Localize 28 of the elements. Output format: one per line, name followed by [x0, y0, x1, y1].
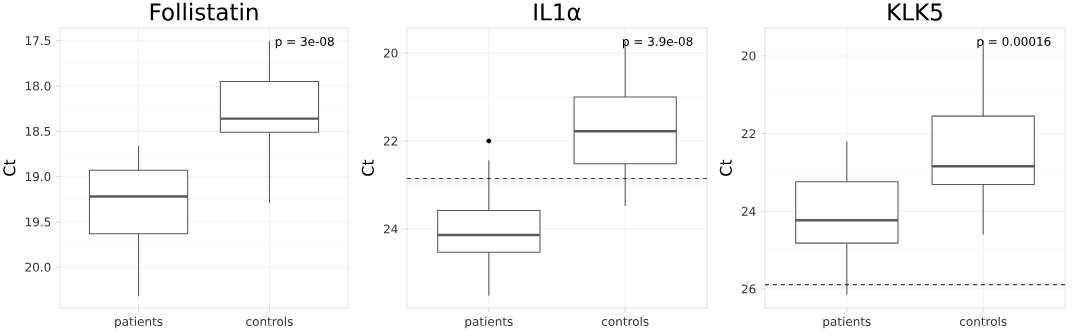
- x-tick-label: patients: [823, 316, 871, 329]
- y-tick-label: 22: [741, 129, 756, 139]
- y-tick-label: 24: [741, 206, 756, 216]
- y-tick-label: 24: [383, 224, 398, 234]
- annotation: p = 3.9e-08: [623, 36, 693, 49]
- y-tick-label: 22: [383, 136, 398, 146]
- y-axis-title: Ct: [719, 159, 732, 176]
- x-tick-label: patients: [465, 316, 513, 329]
- y-tick-label: 20.0: [25, 262, 51, 272]
- chart-title: Follistatin: [150, 2, 258, 21]
- y-tick-label: 18.5: [25, 126, 51, 136]
- y-tick-label: 18.0: [25, 81, 51, 91]
- x-tick-label: patients: [115, 316, 163, 329]
- x-tick-label: controls: [959, 316, 1007, 326]
- chart-title: KLK5: [888, 3, 942, 21]
- annotation: p = 0.00016: [977, 36, 1051, 49]
- y-tick-label: 20: [741, 51, 756, 61]
- annotation: p = 3e-08: [275, 36, 334, 49]
- y-tick-label: 19.0: [25, 172, 51, 182]
- y-axis-title: Ct: [3, 159, 16, 176]
- y-tick-label: 19.5: [25, 217, 51, 227]
- x-tick-label: controls: [601, 316, 649, 326]
- y-tick-label: 26: [741, 284, 756, 294]
- y-tick-label: 20: [383, 48, 398, 58]
- y-axis-title: Ct: [361, 159, 374, 176]
- chart-title: IL1α: [534, 3, 581, 21]
- y-tick-label: 17.5: [25, 36, 51, 46]
- x-tick-label: controls: [246, 316, 293, 326]
